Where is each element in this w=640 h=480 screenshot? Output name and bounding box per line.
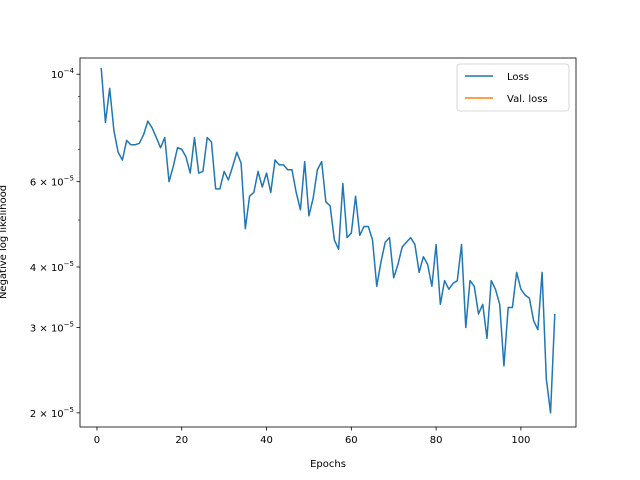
y-tick-label: 2 × 10−5 [30,406,74,420]
legend: Loss Val. loss [456,63,570,112]
y-axis-label: Negative log likelihood [0,185,9,299]
x-tick-label: 0 [94,435,100,446]
y-tick-times: × [36,409,51,420]
y-tick-exponent: −5 [64,260,74,268]
y-tick-exponent: −5 [64,321,74,329]
y-tick-base: 10 [51,178,64,189]
x-axis-label: Epochs [310,459,346,470]
x-tick-label: 100 [511,435,530,446]
y-tick-label: 3 × 10−5 [30,321,74,335]
y-axis: 2 × 10−53 × 10−54 × 10−56 × 10−510−4 [30,67,80,420]
y-tick-mantissa: 4 [30,263,36,274]
x-tick-label: 20 [175,435,188,446]
y-tick-label: 10−4 [51,67,75,81]
y-tick-label: 4 × 10−5 [30,260,74,274]
y-tick-exponent: −5 [64,406,74,414]
y-tick-label: 6 × 10−5 [30,175,74,189]
y-tick-base: 10 [51,263,64,274]
y-tick-times: × [36,178,51,189]
x-tick-label: 40 [260,435,273,446]
y-tick-times: × [36,324,51,335]
plot-area [100,67,556,414]
y-tick-exponent: −5 [64,175,74,183]
legend-label-loss: Loss [507,72,529,83]
y-tick-base: 10 [51,70,64,81]
series-line-0 [100,67,556,414]
x-tick-label: 80 [430,435,443,446]
y-tick-base: 10 [51,409,64,420]
y-tick-times: × [36,263,51,274]
y-tick-mantissa: 3 [30,324,36,335]
axes-frame [79,57,577,428]
y-tick-mantissa: 6 [30,178,36,189]
x-tick-label: 60 [345,435,358,446]
y-tick-exponent: −4 [64,67,75,75]
x-axis: 0 20 40 60 80 100 [94,427,530,446]
y-tick-base: 10 [51,324,64,335]
y-tick-mantissa: 2 [30,409,36,420]
series-group [100,67,556,414]
legend-label-val-loss: Val. loss [507,94,548,105]
